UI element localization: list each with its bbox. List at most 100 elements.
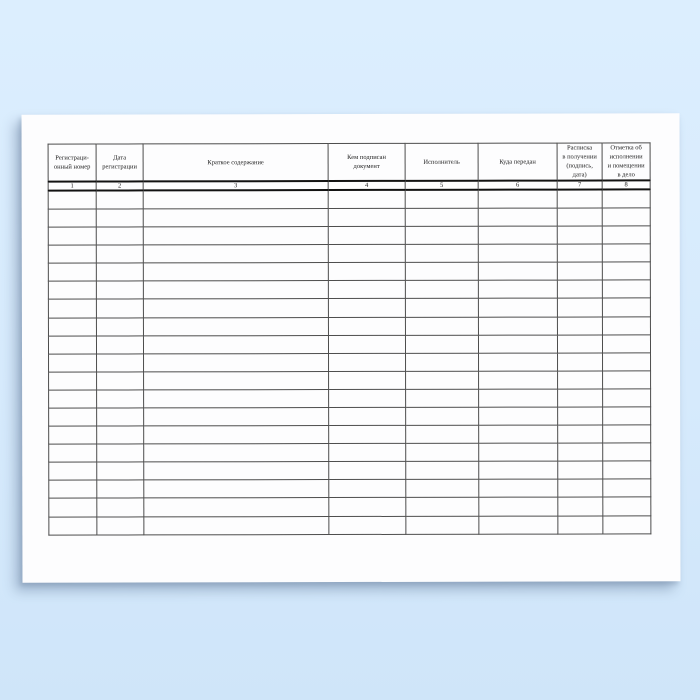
blank-cell-r1-c3	[143, 190, 329, 209]
blank-row-6	[48, 280, 651, 300]
blank-cell-r12-c4	[328, 389, 406, 408]
blank-cell-r10-c8	[602, 352, 651, 371]
blank-row-1	[48, 189, 651, 210]
blank-cell-r18-c6	[478, 497, 558, 516]
blank-cell-r3-c1	[48, 227, 97, 246]
blank-cell-r2-c5	[405, 208, 479, 227]
blank-row-19	[48, 515, 651, 535]
blank-cell-r6-c7	[557, 280, 603, 299]
blank-cell-r10-c5	[405, 352, 479, 372]
blank-row-7	[48, 298, 651, 318]
blank-cell-r17-c2	[96, 480, 144, 499]
column-number-2: 2	[96, 181, 144, 191]
blank-cell-r14-c5	[405, 425, 479, 444]
blank-cell-r3-c2	[96, 226, 144, 246]
column-header-2: Дата регистрации	[96, 143, 144, 182]
blank-cell-r11-c8	[602, 370, 651, 389]
blank-cell-r17-c5	[405, 479, 479, 498]
blank-cell-r4-c3	[143, 244, 329, 264]
blank-cell-r19-c3	[143, 516, 329, 535]
blank-cell-r4-c4	[328, 244, 406, 263]
blank-cell-r18-c3	[143, 498, 329, 517]
blank-cell-r1-c2	[96, 190, 144, 210]
blank-cell-r7-c7	[557, 298, 603, 317]
blank-cell-r9-c4	[328, 335, 406, 354]
blank-cell-r12-c1	[48, 389, 97, 409]
blank-cell-r16-c7	[557, 461, 603, 480]
blank-cell-r4-c2	[96, 245, 144, 264]
blank-cell-r1-c5	[405, 190, 479, 209]
blank-cell-r13-c8	[602, 406, 651, 426]
blank-cell-r3-c5	[405, 226, 479, 245]
blank-cell-r7-c3	[143, 298, 329, 318]
blank-cell-r17-c3	[143, 479, 329, 499]
blank-cell-r9-c2	[96, 335, 144, 354]
blank-cell-r17-c4	[328, 479, 406, 499]
blank-cell-r5-c5	[405, 262, 479, 281]
blank-cell-r2-c2	[96, 208, 144, 228]
blank-cell-r6-c3	[143, 280, 329, 300]
blank-cell-r6-c5	[405, 280, 479, 299]
blank-cell-r3-c7	[557, 226, 603, 245]
blank-row-2	[48, 207, 651, 228]
blank-cell-r1-c1	[48, 190, 97, 210]
blank-cell-r10-c4	[328, 353, 406, 372]
blank-cell-r5-c7	[557, 262, 603, 281]
blank-cell-r9-c8	[602, 334, 651, 353]
blank-cell-r13-c1	[48, 408, 97, 427]
blank-cell-r16-c2	[96, 462, 144, 481]
blank-cell-r12-c5	[405, 389, 479, 408]
blank-row-11	[48, 370, 651, 391]
blank-cell-r8-c1	[48, 317, 97, 336]
blank-cell-r15-c4	[328, 443, 406, 462]
blank-cell-r15-c2	[96, 444, 144, 463]
blank-row-16	[48, 461, 651, 481]
blank-cell-r19-c2	[96, 516, 144, 535]
blank-cell-r8-c7	[557, 316, 603, 335]
blank-cell-r19-c6	[478, 515, 558, 534]
blank-cell-r4-c8	[602, 244, 651, 263]
blank-cell-r4-c7	[557, 244, 603, 263]
blank-cell-r16-c5	[405, 461, 479, 480]
blank-cell-r4-c1	[48, 245, 97, 264]
blank-cell-r19-c4	[328, 515, 406, 535]
blank-row-9	[48, 334, 651, 354]
blank-cell-r10-c3	[143, 353, 329, 372]
blank-cell-r8-c6	[478, 316, 558, 335]
blank-cell-r18-c8	[602, 497, 651, 516]
blank-cell-r1-c4	[328, 190, 406, 209]
blank-cell-r11-c4	[328, 371, 406, 390]
blank-row-10	[48, 352, 651, 372]
blank-cell-r2-c1	[48, 209, 97, 228]
blank-cell-r13-c3	[143, 407, 329, 427]
column-number-6: 6	[478, 180, 558, 191]
blank-cell-r7-c5	[405, 298, 479, 317]
blank-cell-r14-c2	[96, 426, 144, 445]
blank-cell-r8-c2	[96, 317, 144, 336]
blank-cell-r13-c5	[405, 407, 479, 426]
blank-cell-r12-c8	[602, 388, 651, 407]
blank-cell-r6-c1	[48, 281, 97, 300]
blank-cell-r19-c7	[557, 515, 603, 534]
blank-cell-r5-c6	[478, 262, 558, 281]
blank-cell-r18-c7	[557, 497, 603, 516]
registration-journal-table: Регистраци- онный номер Дата регистрации К…	[48, 142, 652, 535]
blank-cell-r18-c1	[48, 498, 97, 517]
blank-cell-r19-c5	[405, 515, 479, 535]
blank-cell-r10-c2	[96, 353, 144, 372]
column-number-4: 4	[328, 181, 406, 191]
blank-cell-r7-c4	[328, 298, 406, 318]
blank-row-14	[48, 424, 651, 445]
column-header-3: Краткое содержание	[143, 143, 329, 182]
blank-cell-r10-c6	[478, 352, 558, 372]
blank-cell-r7-c8	[602, 298, 651, 317]
blank-cell-r8-c4	[328, 316, 406, 336]
blank-cell-r1-c8	[602, 189, 651, 208]
blank-cell-r6-c4	[328, 280, 406, 299]
blank-cell-r12-c7	[557, 388, 603, 408]
blank-cell-r13-c7	[557, 406, 603, 426]
blank-row-17	[48, 479, 651, 499]
blank-cell-r6-c8	[602, 280, 651, 299]
blank-cell-r14-c4	[328, 425, 406, 444]
